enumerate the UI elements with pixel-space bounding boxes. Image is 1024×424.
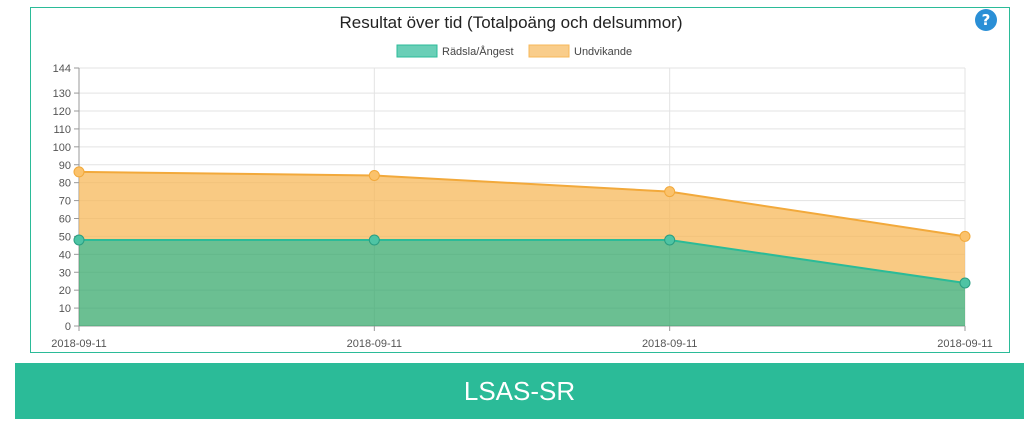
help-icon[interactable]: ?: [975, 9, 997, 31]
y-tick-label: 130: [53, 88, 71, 100]
y-tick-label: 144: [53, 63, 71, 75]
area-radsla-angest: [79, 240, 965, 326]
point-radsla-angest: [664, 234, 676, 246]
y-tick-label: 0: [65, 321, 71, 333]
y-tick-label: 10: [59, 303, 71, 315]
y-tick-label: 30: [59, 267, 71, 279]
y-tick-label: 100: [53, 142, 71, 154]
x-tick-label: 2018-09-11: [347, 338, 402, 350]
y-tick-label: 90: [59, 160, 71, 172]
x-tick-label: 2018-09-11: [642, 338, 697, 350]
area-undvikande: [79, 171, 965, 283]
point-undvikande: [664, 186, 676, 198]
section-banner: LSAS-SR: [15, 363, 1024, 419]
y-tick-label: 50: [59, 231, 71, 243]
y-tick-label: 110: [53, 124, 71, 136]
y-tick-label: 70: [59, 196, 71, 208]
chart-svg: Resultat över tid (Totalpoäng och delsum…: [51, 13, 992, 350]
y-tick-label: 80: [59, 178, 71, 190]
line-undvikande: [78, 170, 966, 238]
legend-swatch-0: [396, 44, 438, 58]
x-tick-label: 2018-09-11: [51, 338, 106, 350]
legend-swatch-1: [528, 44, 570, 58]
legend-label-1: Undvikande: [574, 46, 632, 58]
line-radsla-angest: [79, 239, 966, 284]
point-undvikande: [368, 170, 380, 181]
x-tick-label: 2018-09-11: [937, 338, 992, 350]
point-radsla-angest: [959, 277, 971, 289]
y-tick-label: 40: [59, 249, 71, 261]
banner-label: LSAS-SR: [463, 375, 576, 406]
chart-panel: Resultat över tid (Totalpoäng och delsum…: [30, 7, 1010, 353]
y-tick-label: 60: [59, 214, 71, 226]
point-undvikande: [73, 166, 85, 178]
point-undvikande: [959, 230, 971, 242]
y-tick-label: 120: [53, 106, 71, 118]
point-radsla-angest: [73, 234, 85, 246]
point-radsla-angest: [368, 234, 380, 246]
legend-label-0: Rädsla/Ångest: [442, 45, 514, 58]
chart-title: Resultat över tid (Totalpoäng och delsum…: [340, 13, 683, 32]
y-tick-label: 20: [59, 285, 71, 297]
